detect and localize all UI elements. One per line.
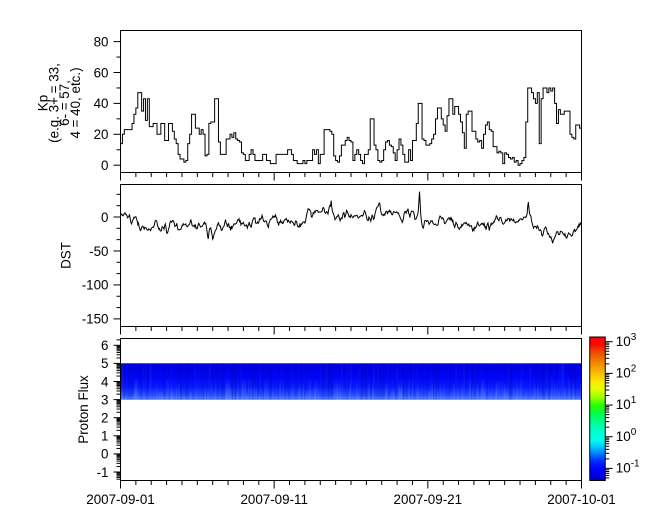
svg-text:0: 0 <box>101 210 108 225</box>
svg-text:4: 4 <box>101 374 109 389</box>
svg-text:4 = 40, etc.): 4 = 40, etc.) <box>68 67 83 138</box>
svg-text:20: 20 <box>94 127 109 142</box>
svg-text:2007-09-21: 2007-09-21 <box>394 492 463 507</box>
svg-text:3: 3 <box>101 392 108 407</box>
svg-text:-50: -50 <box>89 244 108 259</box>
svg-text:(e.g. 3+ = 33,: (e.g. 3+ = 33, <box>46 63 61 143</box>
svg-text:Kp: Kp <box>36 95 51 111</box>
svg-text:6: 6 <box>101 338 108 353</box>
svg-text:Proton Flux: Proton Flux <box>76 375 91 444</box>
svg-text:80: 80 <box>94 34 109 49</box>
svg-text:2007-09-11: 2007-09-11 <box>240 492 308 507</box>
svg-text:40: 40 <box>94 96 109 111</box>
svg-text:6- = 57,: 6- = 57, <box>57 80 72 126</box>
svg-text:DST: DST <box>59 242 74 269</box>
svg-text:2007-09-01: 2007-09-01 <box>86 492 155 507</box>
svg-text:60: 60 <box>94 65 109 80</box>
svg-text:-150: -150 <box>82 312 109 327</box>
svg-text:2: 2 <box>101 411 108 426</box>
svg-text:5: 5 <box>101 356 108 371</box>
svg-text:0: 0 <box>101 447 108 462</box>
svg-text:-100: -100 <box>82 278 109 293</box>
svg-text:2007-10-01: 2007-10-01 <box>547 492 616 507</box>
svg-text:1: 1 <box>101 429 108 444</box>
svg-text:-1: -1 <box>97 465 109 480</box>
svg-text:0: 0 <box>101 158 108 173</box>
